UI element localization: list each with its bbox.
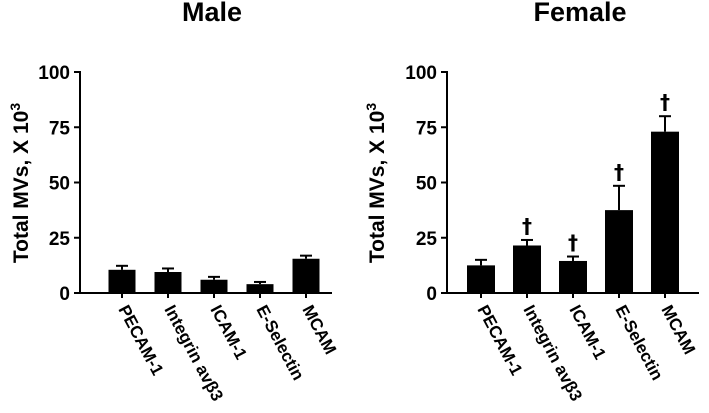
female-category-label: ICAM-1 xyxy=(565,302,609,363)
male-y-axis-label: Total MVs, X 103 xyxy=(7,103,33,264)
male-bar-pecam-1 xyxy=(108,269,136,293)
female-y-tick-label: 100 xyxy=(405,63,437,84)
male-y-tick-label: 100 xyxy=(38,63,70,84)
female-y-ticks: 0 25 50 75 100 xyxy=(405,63,447,305)
male-category-label: E-Selectin xyxy=(252,302,307,384)
female-chart-title: Female xyxy=(533,0,626,27)
male-category-label: PECAM-1 xyxy=(114,302,167,378)
female-y-tick-label: 50 xyxy=(416,174,437,195)
female-category-label: E-Selectin xyxy=(611,302,666,384)
male-bar-e-selectin xyxy=(246,284,274,293)
female-y-tick-label: 0 xyxy=(426,284,437,305)
female-bar-integrin-av-3 xyxy=(513,245,541,293)
female-bar-icam-1 xyxy=(559,260,587,293)
male-y-tick-label: 50 xyxy=(49,174,70,195)
male-y-ticks: 0 25 50 75 100 xyxy=(38,63,80,305)
female-y-tick-label: 75 xyxy=(416,118,438,139)
female-y-axis-label: Total MVs, X 103 xyxy=(363,103,389,264)
male-y-tick-label: 0 xyxy=(59,284,70,305)
male-category-label: MCAM xyxy=(298,302,340,358)
male-bars xyxy=(108,254,320,293)
male-y-tick-label: 25 xyxy=(49,229,71,250)
male-bar-integrin-av-3 xyxy=(154,272,182,293)
female-bar-e-selectin xyxy=(605,210,633,293)
female-significance-dagger: † xyxy=(614,160,624,184)
male-category-label: ICAM-1 xyxy=(206,302,250,363)
female-significance-dagger: † xyxy=(568,231,578,255)
male-panel: Male Total MVs, X 103 0 25 50 75 100 PECAM-1… xyxy=(7,0,340,404)
female-bar-pecam-1 xyxy=(467,265,495,293)
female-bar-mcam xyxy=(651,131,679,293)
male-bar-mcam xyxy=(292,258,320,293)
female-category-label: PECAM-1 xyxy=(473,302,526,378)
male-chart-title: Male xyxy=(182,0,242,27)
female-significance-dagger: † xyxy=(660,90,670,114)
female-y-tick-label: 25 xyxy=(416,229,438,250)
male-y-tick-label: 75 xyxy=(49,118,71,139)
female-significance-dagger: † xyxy=(522,214,532,238)
male-bar-icam-1 xyxy=(200,279,228,293)
female-bars: † † † † xyxy=(467,90,679,293)
female-category-label: MCAM xyxy=(657,302,699,358)
female-panel: Female Total MVs, X 103 0 25 50 75 100 † † †† … xyxy=(363,0,699,404)
